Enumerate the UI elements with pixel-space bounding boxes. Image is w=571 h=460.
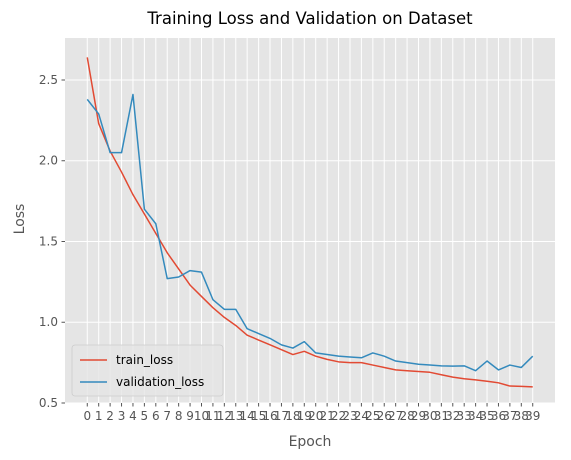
x-tick-label: 37	[502, 409, 517, 423]
x-tick-label: 12	[217, 409, 232, 423]
x-tick-label: 19	[297, 409, 312, 423]
y-tick-label: 1.0	[39, 315, 58, 329]
legend: train_loss validation_loss	[71, 344, 224, 397]
x-tick-label: 5	[141, 409, 149, 423]
x-tick-label: 6	[152, 409, 160, 423]
x-tick-label: 36	[491, 409, 506, 423]
legend-label: train_loss	[116, 353, 173, 367]
x-tick-label: 8	[175, 409, 183, 423]
y-tick-label: 2.0	[39, 154, 58, 168]
axis-ticks: 0 1 2 3 4 5 6 7 8 9 101112131415161718192021222324…	[39, 73, 540, 423]
x-tick-label: 15	[251, 409, 266, 423]
x-tick-label: 13	[228, 409, 243, 423]
x-tick-label: 23	[342, 409, 357, 423]
x-tick-label: 34	[468, 409, 483, 423]
x-tick-label: 9	[186, 409, 194, 423]
grid-lines	[65, 38, 555, 404]
legend-label: validation_loss	[116, 375, 204, 389]
y-tick-label: 1.5	[39, 234, 58, 248]
x-tick-label: 17	[274, 409, 289, 423]
x-tick-label: 10	[194, 409, 209, 423]
x-tick-label: 25	[365, 409, 380, 423]
x-tick-label: 0	[83, 409, 91, 423]
x-tick-label: 4	[129, 409, 137, 423]
x-tick-label: 18	[285, 409, 300, 423]
y-axis-label: Loss	[12, 204, 28, 235]
x-tick-label: 24	[354, 409, 369, 423]
x-tick-label: 38	[514, 409, 529, 423]
x-tick-label: 2	[106, 409, 114, 423]
x-tick-label: 29	[411, 409, 426, 423]
x-tick-label: 27	[388, 409, 403, 423]
x-tick-label: 14	[240, 409, 255, 423]
x-tick-label: 3	[118, 409, 126, 423]
x-tick-label: 20	[308, 409, 323, 423]
x-tick-label: 11	[205, 409, 220, 423]
x-tick-label: 35	[479, 409, 494, 423]
legend-box	[71, 344, 224, 397]
x-tick-label: 22	[331, 409, 346, 423]
series-line-train-loss	[86, 57, 533, 388]
y-tick-label: 2.5	[39, 73, 58, 87]
series-line-validation-loss	[86, 93, 534, 372]
x-tick-label: 32	[445, 409, 460, 423]
y-tick-label: 0.5	[39, 396, 58, 410]
series-lines	[86, 57, 534, 388]
plot-area	[65, 38, 555, 403]
x-tick-label: 30	[422, 409, 437, 423]
x-tick-label: 28	[399, 409, 414, 423]
x-axis-label: Epoch	[289, 434, 332, 450]
x-tick-label: 33	[457, 409, 472, 423]
x-tick-label: 26	[377, 409, 392, 423]
x-tick-label: 1	[95, 409, 103, 423]
x-tick-label: 16	[262, 409, 277, 423]
x-tick-label: 7	[163, 409, 171, 423]
x-tick-label: 31	[434, 409, 449, 423]
x-tick-label: 21	[319, 409, 334, 423]
chart-title: Training Loss and Validation on Dataset	[146, 9, 473, 28]
x-tick-label: 39	[525, 409, 540, 423]
